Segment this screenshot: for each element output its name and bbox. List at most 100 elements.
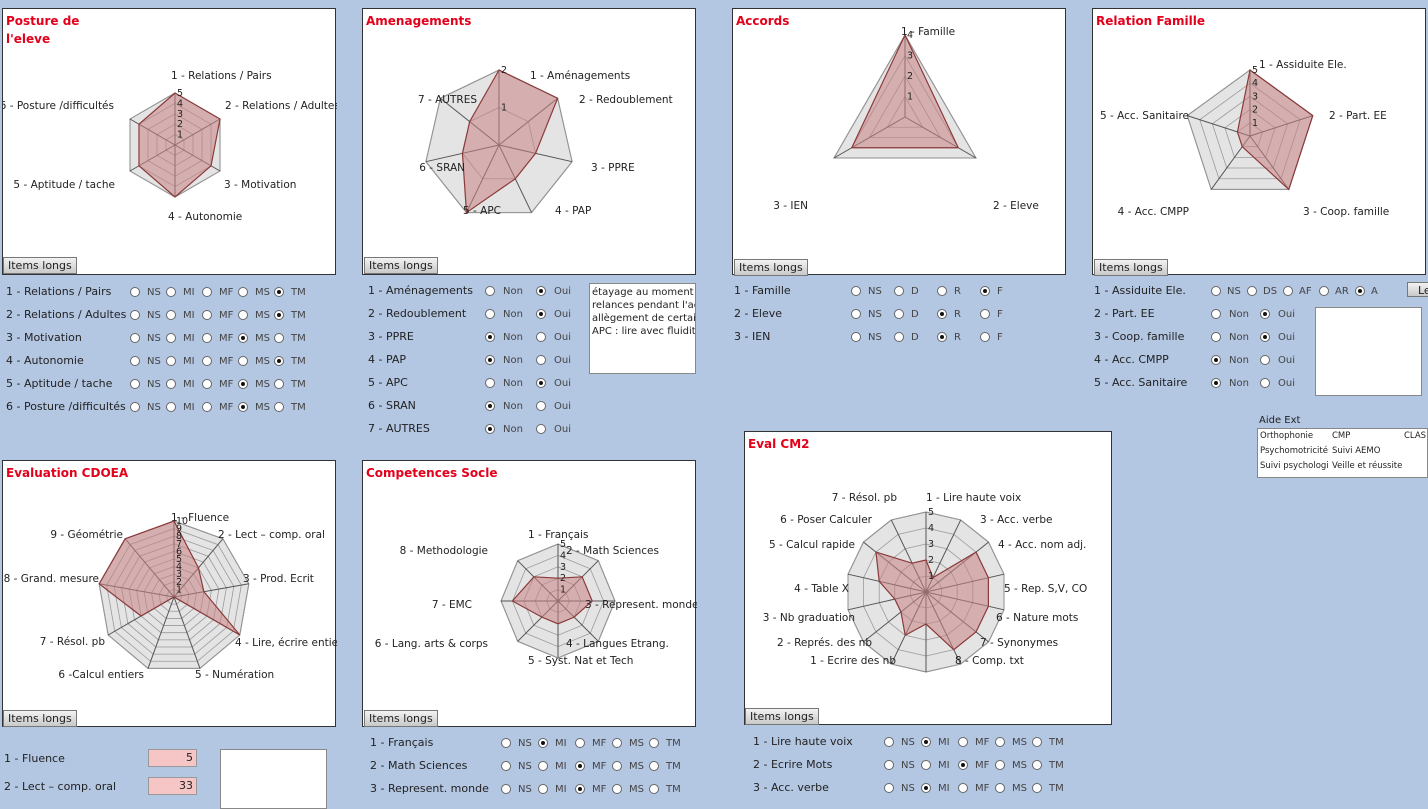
radio-mi[interactable]	[538, 761, 548, 771]
radio-tm[interactable]	[649, 761, 659, 771]
relation-note[interactable]	[1315, 307, 1422, 396]
radio-ms[interactable]	[238, 356, 248, 366]
radio-ns[interactable]	[884, 737, 894, 747]
radio-non[interactable]	[1211, 378, 1221, 388]
radio-r[interactable]	[937, 286, 947, 296]
radio-ds[interactable]	[1247, 286, 1257, 296]
radio-tm[interactable]	[274, 287, 284, 297]
radio-non[interactable]	[485, 424, 495, 434]
radio-ns[interactable]	[501, 738, 511, 748]
radio-ms[interactable]	[995, 760, 1005, 770]
radio-mi[interactable]	[921, 737, 931, 747]
radio-mf[interactable]	[202, 310, 212, 320]
radio-tm[interactable]	[1032, 737, 1042, 747]
radio-ms[interactable]	[612, 738, 622, 748]
radio-mf[interactable]	[575, 761, 585, 771]
amenagements-items-longs-button[interactable]: Items longs	[364, 257, 438, 274]
radio-a[interactable]	[1355, 286, 1365, 296]
radio-r[interactable]	[937, 309, 947, 319]
radio-mf[interactable]	[958, 760, 968, 770]
radio-mf[interactable]	[958, 783, 968, 793]
radio-ms[interactable]	[612, 761, 622, 771]
radio-non[interactable]	[485, 332, 495, 342]
radio-oui[interactable]	[1260, 332, 1270, 342]
radio-non[interactable]	[485, 378, 495, 388]
radio-mi[interactable]	[166, 310, 176, 320]
radio-oui[interactable]	[1260, 378, 1270, 388]
radio-mf[interactable]	[202, 402, 212, 412]
radio-ms[interactable]	[238, 379, 248, 389]
radio-ns[interactable]	[884, 783, 894, 793]
radio-mf[interactable]	[202, 356, 212, 366]
radio-mi[interactable]	[538, 738, 548, 748]
radio-non[interactable]	[1211, 309, 1221, 319]
radio-ms[interactable]	[238, 287, 248, 297]
radio-non[interactable]	[485, 286, 495, 296]
radio-non[interactable]	[1211, 355, 1221, 365]
radio-mi[interactable]	[166, 333, 176, 343]
radio-f[interactable]	[980, 309, 990, 319]
radio-mi[interactable]	[921, 760, 931, 770]
cdoea-items-longs-button[interactable]: Items longs	[3, 710, 77, 727]
radio-ns[interactable]	[851, 309, 861, 319]
radio-f[interactable]	[980, 286, 990, 296]
radio-non[interactable]	[485, 401, 495, 411]
radio-mf[interactable]	[202, 287, 212, 297]
radio-ms[interactable]	[238, 333, 248, 343]
radio-ns[interactable]	[130, 287, 140, 297]
radio-mi[interactable]	[921, 783, 931, 793]
cdoea-field-value[interactable]: 5	[148, 749, 197, 767]
radio-non[interactable]	[485, 309, 495, 319]
radio-ns[interactable]	[130, 356, 140, 366]
accords-items-longs-button[interactable]: Items longs	[734, 259, 808, 276]
radio-ms[interactable]	[995, 737, 1005, 747]
radio-ar[interactable]	[1319, 286, 1329, 296]
radio-mf[interactable]	[202, 379, 212, 389]
radio-oui[interactable]	[536, 286, 546, 296]
radio-ns[interactable]	[130, 379, 140, 389]
radio-mf[interactable]	[575, 738, 585, 748]
radio-ms[interactable]	[995, 783, 1005, 793]
relation-items-longs-button[interactable]: Items longs	[1094, 259, 1168, 276]
cdoea-field-value[interactable]: 33	[148, 777, 197, 795]
radio-ns[interactable]	[130, 310, 140, 320]
radio-tm[interactable]	[274, 333, 284, 343]
posture-items-longs-button[interactable]: Items longs	[3, 257, 77, 274]
radio-oui[interactable]	[1260, 309, 1270, 319]
side-button[interactable]: Le	[1407, 282, 1428, 297]
radio-ns[interactable]	[851, 286, 861, 296]
radio-mi[interactable]	[166, 379, 176, 389]
radio-ms[interactable]	[238, 310, 248, 320]
radio-d[interactable]	[894, 286, 904, 296]
radio-mi[interactable]	[538, 784, 548, 794]
radio-ms[interactable]	[238, 402, 248, 412]
radio-f[interactable]	[980, 332, 990, 342]
radio-ns[interactable]	[884, 760, 894, 770]
radio-tm[interactable]	[649, 784, 659, 794]
radio-non[interactable]	[1211, 332, 1221, 342]
radio-ms[interactable]	[612, 784, 622, 794]
radio-tm[interactable]	[649, 738, 659, 748]
radio-af[interactable]	[1283, 286, 1293, 296]
radio-mi[interactable]	[166, 287, 176, 297]
radio-ns[interactable]	[1211, 286, 1221, 296]
radio-ns[interactable]	[130, 333, 140, 343]
radio-non[interactable]	[485, 355, 495, 365]
radio-ns[interactable]	[501, 784, 511, 794]
radio-mf[interactable]	[575, 784, 585, 794]
radio-mf[interactable]	[958, 737, 968, 747]
socle-items-longs-button[interactable]: Items longs	[364, 710, 438, 727]
radio-oui[interactable]	[536, 401, 546, 411]
radio-ns[interactable]	[851, 332, 861, 342]
evalcm2-items-longs-button[interactable]: Items longs	[745, 708, 819, 725]
radio-oui[interactable]	[536, 424, 546, 434]
radio-tm[interactable]	[274, 402, 284, 412]
radio-oui[interactable]	[536, 309, 546, 319]
radio-mi[interactable]	[166, 356, 176, 366]
cdoea-note[interactable]	[220, 749, 327, 809]
radio-mf[interactable]	[202, 333, 212, 343]
radio-ns[interactable]	[501, 761, 511, 771]
radio-tm[interactable]	[274, 379, 284, 389]
radio-oui[interactable]	[536, 355, 546, 365]
radio-oui[interactable]	[536, 378, 546, 388]
